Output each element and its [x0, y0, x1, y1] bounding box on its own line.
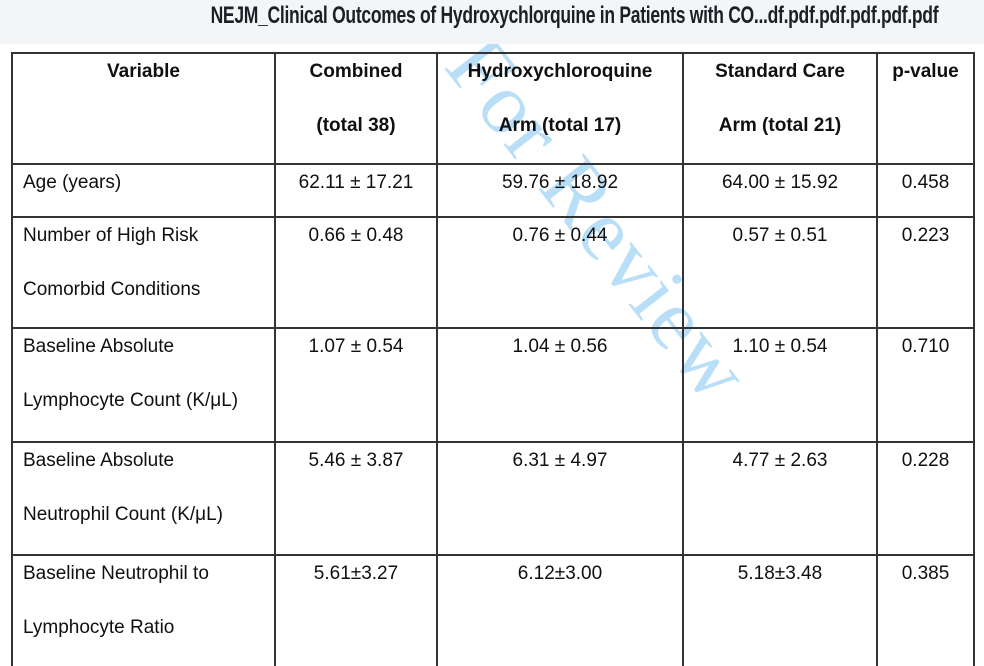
cell-p-value: 0.228	[876, 441, 975, 556]
table-row: Number of High Risk Comorbid Conditions 0…	[11, 216, 975, 329]
cell-standard-care: 64.00 ± 15.92	[682, 163, 878, 218]
cell-variable: Baseline Absolute Neutrophil Count (K/μL)	[11, 441, 276, 556]
baseline-characteristics-table: Variable Combined (total 38) Hydroxychlor…	[11, 52, 975, 666]
cell-hydroxychloroquine: 6.31 ± 4.97	[436, 441, 684, 556]
cell-p-value: 0.385	[876, 554, 975, 666]
table-row: Baseline Absolute Lymphocyte Count (K/μL)…	[11, 327, 975, 443]
cell-combined: 5.61±3.27	[274, 554, 438, 666]
cell-combined: 1.07 ± 0.54	[274, 327, 438, 443]
cell-p-value: 0.710	[876, 327, 975, 443]
cell-combined: 62.11 ± 17.21	[274, 163, 438, 218]
table-row: Age (years) 62.11 ± 17.21 59.76 ± 18.92 …	[11, 163, 975, 218]
cell-variable: Number of High Risk Comorbid Conditions	[11, 216, 276, 329]
header-cell-standard-care: Standard Care Arm (total 21)	[682, 52, 878, 165]
header-cell-p-value: p-value	[876, 52, 975, 165]
header-cell-variable: Variable	[11, 52, 276, 165]
cell-standard-care: 4.77 ± 2.63	[682, 441, 878, 556]
cell-hydroxychloroquine: 59.76 ± 18.92	[436, 163, 684, 218]
cell-p-value: 0.223	[876, 216, 975, 329]
cell-variable: Baseline Absolute Lymphocyte Count (K/μL)	[11, 327, 276, 443]
cell-combined: 0.66 ± 0.48	[274, 216, 438, 329]
document-title: NEJM_Clinical Outcomes of Hydroxychlorqu…	[210, 2, 939, 29]
header-cell-hydroxychloroquine: Hydroxychloroquine Arm (total 17)	[436, 52, 684, 165]
table-header-row: Variable Combined (total 38) Hydroxychlor…	[11, 52, 975, 165]
table-row: Baseline Absolute Neutrophil Count (K/μL)…	[11, 441, 975, 556]
cell-standard-care: 0.57 ± 0.51	[682, 216, 878, 329]
top-bar: NEJM_Clinical Outcomes of Hydroxychlorqu…	[0, 0, 984, 44]
cell-combined: 5.46 ± 3.87	[274, 441, 438, 556]
cell-hydroxychloroquine: 6.12±3.00	[436, 554, 684, 666]
table-row: Baseline Neutrophil to Lymphocyte Ratio 5…	[11, 554, 975, 666]
cell-p-value: 0.458	[876, 163, 975, 218]
cell-variable: Age (years)	[11, 163, 276, 218]
cell-standard-care: 5.18±3.48	[682, 554, 878, 666]
header-cell-combined: Combined (total 38)	[274, 52, 438, 165]
cell-hydroxychloroquine: 1.04 ± 0.56	[436, 327, 684, 443]
cell-variable: Baseline Neutrophil to Lymphocyte Ratio	[11, 554, 276, 666]
cell-standard-care: 1.10 ± 0.54	[682, 327, 878, 443]
cell-hydroxychloroquine: 0.76 ± 0.44	[436, 216, 684, 329]
